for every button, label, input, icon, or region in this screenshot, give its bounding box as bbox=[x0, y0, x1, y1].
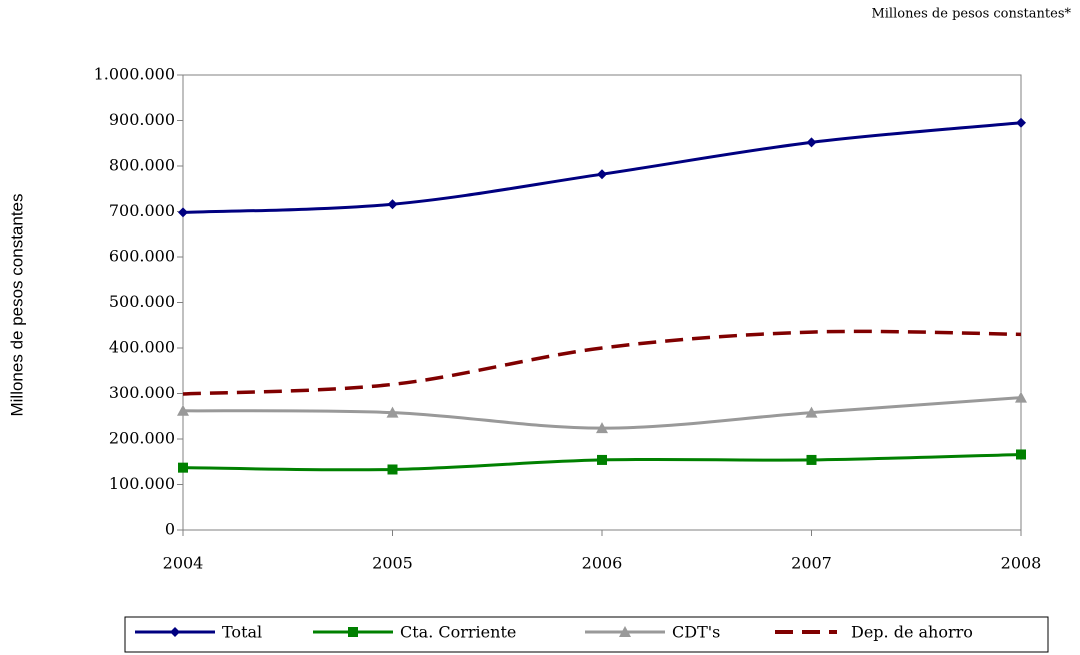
legend-label: Total bbox=[222, 623, 262, 642]
x-tick-label: 2008 bbox=[1001, 554, 1042, 573]
y-tick-label: 900.000 bbox=[109, 110, 175, 129]
series-line bbox=[182, 121, 1022, 214]
marker-square bbox=[178, 462, 188, 473]
marker-triangle bbox=[1015, 391, 1027, 403]
marker-square bbox=[348, 627, 358, 637]
x-tick-label: 2007 bbox=[791, 554, 832, 573]
marker-diamond bbox=[597, 169, 607, 180]
marker-diamond bbox=[1016, 117, 1026, 128]
marker-triangle bbox=[596, 422, 608, 434]
marker-diamond bbox=[387, 199, 398, 210]
marker-diamond bbox=[170, 627, 180, 637]
marker-triangle bbox=[619, 626, 631, 637]
x-tick-label: 2005 bbox=[372, 554, 413, 573]
chart-subtitle: Millones de pesos constantes* bbox=[871, 7, 1071, 22]
marker-square bbox=[806, 454, 817, 465]
y-tick-label: 800.000 bbox=[109, 156, 175, 175]
y-tick-label: 1.000.000 bbox=[94, 65, 175, 84]
y-tick-label: 300.000 bbox=[109, 383, 175, 402]
y-axis-label: Millones de pesos constantes bbox=[7, 193, 26, 416]
marker-triangle bbox=[805, 406, 818, 418]
y-tick-label: 400.000 bbox=[109, 338, 175, 357]
marker-square bbox=[1016, 449, 1026, 460]
legend-box bbox=[124, 616, 1049, 653]
y-tick-label: 200.000 bbox=[109, 429, 175, 448]
y-tick-label: 600.000 bbox=[109, 247, 175, 266]
series-line bbox=[182, 329, 1022, 396]
marker-triangle bbox=[177, 404, 189, 416]
marker-diamond bbox=[178, 207, 188, 218]
marker-square bbox=[387, 464, 398, 475]
x-tick-label: 2006 bbox=[582, 554, 623, 573]
y-tick-label: 700.000 bbox=[109, 201, 175, 220]
marker-triangle bbox=[386, 406, 399, 418]
x-tick-label: 2004 bbox=[163, 554, 204, 573]
legend-label: CDT's bbox=[672, 623, 720, 642]
y-tick-label: 100.000 bbox=[109, 474, 175, 493]
marker-diamond bbox=[806, 137, 817, 148]
marker-square bbox=[597, 454, 607, 465]
legend-label: Cta. Corriente bbox=[400, 623, 516, 642]
legend-label: Dep. de ahorro bbox=[851, 623, 973, 642]
y-tick-label: 500.000 bbox=[109, 292, 175, 311]
y-tick-label: 0 bbox=[165, 520, 175, 539]
